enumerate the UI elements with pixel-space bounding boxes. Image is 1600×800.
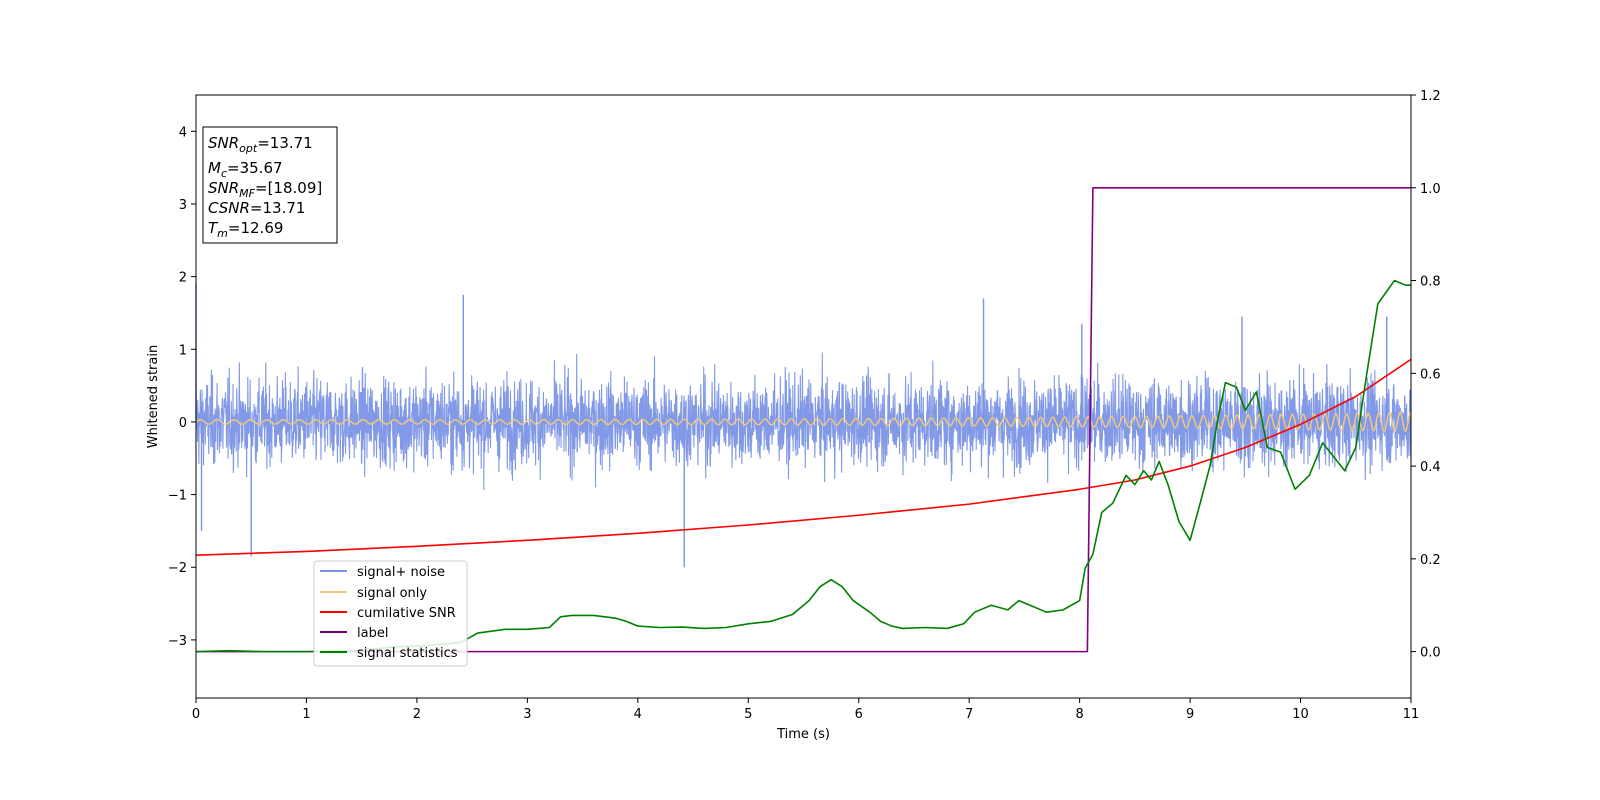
y-right-tick-label: 0.8 [1420,275,1441,290]
mc-text: Mc=35.67 [208,159,283,180]
y-right-tick-label: 1.0 [1420,182,1441,197]
y-right-tick-label: 0.2 [1420,553,1441,568]
right-axis-series [195,186,1412,653]
plot-frame [195,94,1412,699]
x-tick-label: 0 [192,707,200,722]
x-tick-label: 11 [1403,707,1420,722]
legend: signal+ noise signal only cumilative SNR… [313,560,468,667]
legend-label-cumulative-snr: cumilative SNR [357,606,456,621]
y-left-tick-label: 1 [179,343,187,358]
y-right-tick-label: 1.2 [1420,89,1441,104]
axes: 0 1 2 3 4 5 6 7 8 9 10 11 −3 −2 −1 0 1 2 3 4 0.0 0.2 0.4 0.6 0.8… [146,89,1441,742]
signal-noise-series [195,283,1412,568]
x-tick-label: 2 [413,707,421,722]
x-axis-label: Time (s) [776,727,830,742]
legend-label-signal-statistics: signal statistics [357,646,458,661]
signal-only-line [195,411,1412,433]
y-axis-label: Whitened strain [146,345,161,448]
signal-noise-line [195,352,1412,491]
x-tick-label: 3 [523,707,531,722]
x-tick-label: 5 [744,707,752,722]
signal-statistics-line [195,279,1411,653]
y-right-tick-label: 0.6 [1420,367,1441,382]
info-box: SNRopt=13.71 Mc=35.67 SNRMF=[18.09] CSNR… [202,126,338,244]
x-tick-label: 9 [1186,707,1194,722]
snr-opt-text: SNRopt=13.71 [208,134,313,155]
csnr-text: CSNR=13.71 [208,199,305,217]
y-left-tick-label: −1 [168,489,187,504]
legend-label-signal-noise: signal+ noise [357,565,445,580]
x-tick-label: 4 [634,707,642,722]
x-tick-label: 10 [1292,707,1309,722]
legend-label-signal-only: signal only [357,586,427,601]
y-right-tick-label: 0.4 [1420,460,1441,475]
y-left-tick-label: −3 [168,634,187,649]
y-left-tick-label: −2 [168,561,187,576]
x-tick-label: 7 [965,707,973,722]
tm-text: Tm=12.69 [208,219,283,240]
y-right-tick-label: 0.0 [1420,646,1441,661]
x-tick-label: 1 [302,707,310,722]
x-tick-label: 8 [1075,707,1083,722]
label-line [196,186,1411,653]
signal-only-series [195,411,1412,433]
y-left-tick-label: 3 [179,198,187,213]
cumulative-snr-line [195,358,1412,556]
legend-label-label: label [357,626,388,641]
y-left-tick-label: 4 [179,125,187,140]
x-tick-label: 6 [855,707,863,722]
y-left-tick-label: 0 [179,416,187,431]
snr-mf-text: SNRMF=[18.09] [208,179,322,200]
y-left-tick-label: 2 [179,271,187,286]
